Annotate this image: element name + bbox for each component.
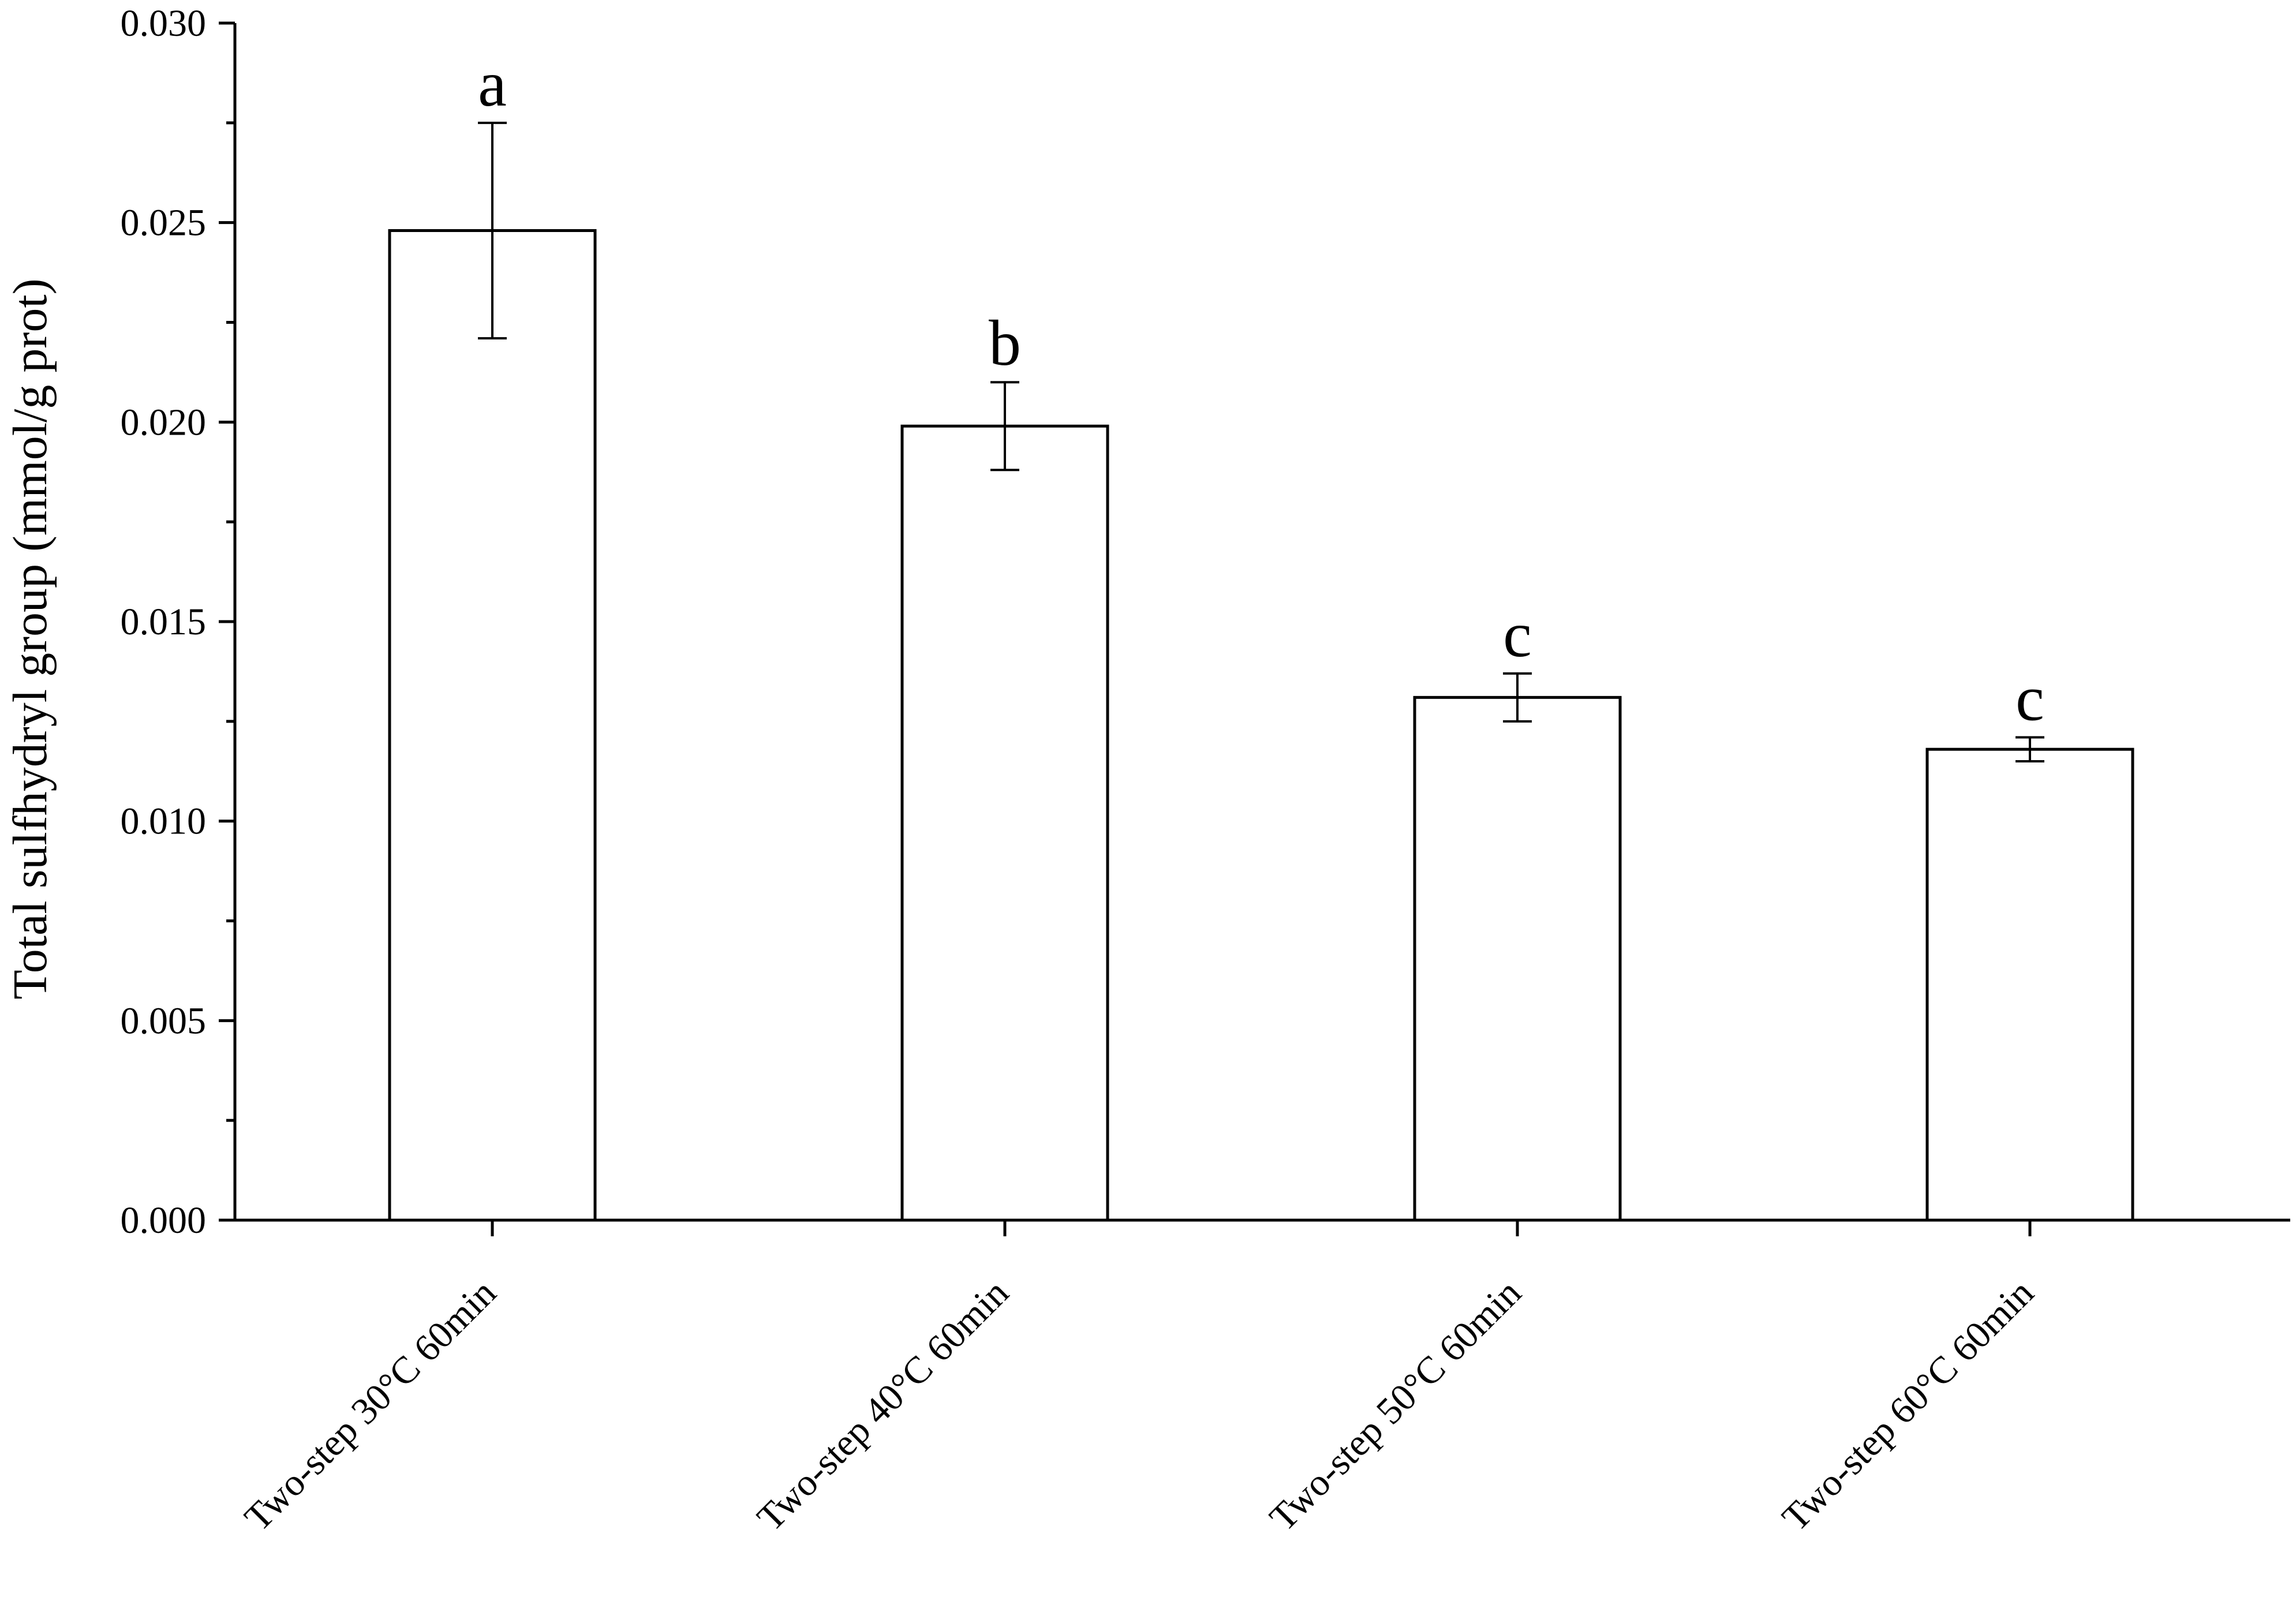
bar (388, 229, 597, 1222)
y-tick-label: 0.030 (121, 2, 207, 44)
error-bars-layer (478, 121, 2044, 762)
y-tick-label: 0.000 (121, 1199, 207, 1241)
x-tick-label: Two-step 30°C 60min (237, 1272, 504, 1539)
significance-labels-layer: a b c c (478, 48, 2044, 735)
bars-layer (388, 229, 2134, 1222)
x-tick-label: Two-step 60°C 60min (1774, 1272, 2042, 1539)
y-tick-label: 0.025 (121, 202, 207, 244)
y-tick-label: 0.015 (121, 601, 207, 643)
y-tick-label: 0.020 (121, 401, 207, 443)
significance-label: c (2015, 663, 2044, 734)
bar (900, 424, 1109, 1222)
bar (1925, 747, 2134, 1222)
y-tick-label: 0.005 (121, 1000, 207, 1042)
significance-label: b (989, 308, 1021, 379)
x-tick-label: Two-step 50°C 60min (1262, 1272, 1530, 1539)
x-tick-label: Two-step 40°C 60min (749, 1272, 1017, 1539)
y-tick-label: 0.010 (121, 801, 207, 843)
significance-label: c (1503, 599, 1532, 671)
y-ticks-layer: 0.000 0.005 0.010 0.015 0.020 0.025 0.030 (121, 2, 235, 1241)
bar (1413, 695, 1622, 1222)
y-axis-title: Total sulfhydryl group (mmol/g prot) (3, 278, 57, 999)
significance-label: a (478, 48, 507, 120)
x-ticks-layer: Two-step 30°C 60min Two-step 40°C 60min Tw… (237, 1220, 2042, 1539)
